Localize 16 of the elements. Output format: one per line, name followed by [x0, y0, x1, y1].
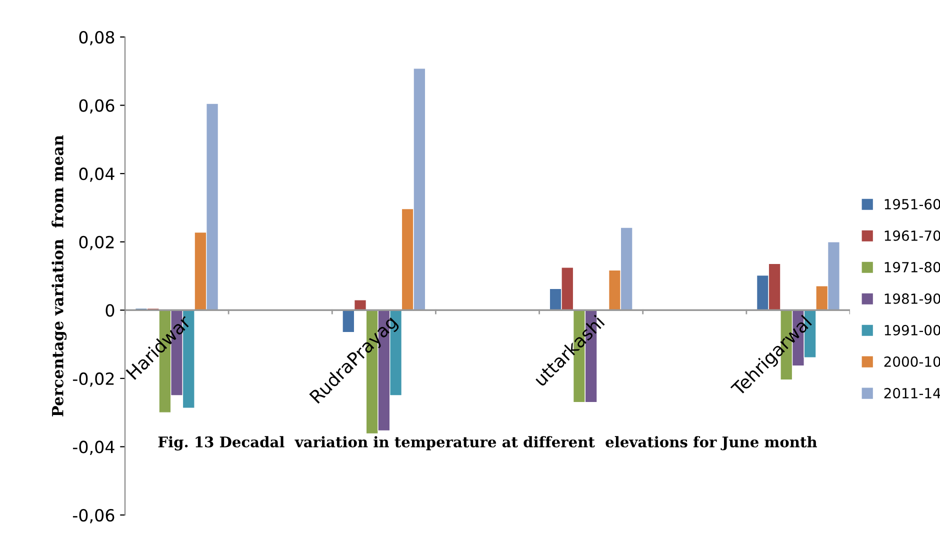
y-tick-label: -0,02: [72, 372, 114, 387]
y-tick-label: 0,04: [79, 168, 114, 182]
legend-label: 1981-90: [884, 293, 940, 304]
legend-label: 1961-70: [884, 230, 940, 241]
y-tick-label: -0,04: [72, 440, 114, 455]
legend-label: 2000-10: [884, 356, 940, 367]
y-axis-title: Percentage variation from mean: [52, 135, 67, 416]
y-tick-label: 0,08: [79, 30, 114, 46]
y-tick-label: 0,06: [79, 99, 114, 114]
y-tick-label: 0,02: [79, 236, 114, 250]
legend-label: 1971-80: [884, 262, 940, 272]
annotation: Fig. 13 Decadal variation in temperature at different elevations for June month: [158, 436, 817, 450]
legend-label: 1991-00: [884, 324, 940, 336]
legend-label: 1951-60: [884, 198, 940, 210]
y-tick-label: -0,06: [72, 508, 114, 524]
y-tick-label: 0: [106, 304, 114, 317]
